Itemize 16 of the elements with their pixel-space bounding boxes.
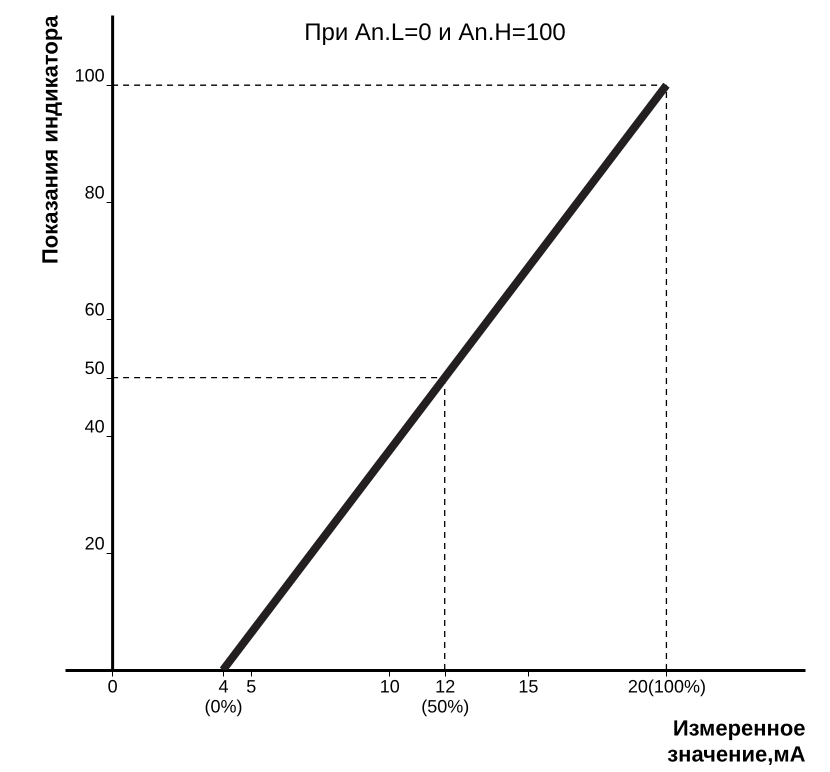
x-tick-label: 10 <box>380 676 400 696</box>
y-axis-title: Показания индикатора <box>38 14 63 264</box>
y-tick-label: 80 <box>84 182 105 203</box>
chart-title: При An.L=0 и An.H=100 <box>304 19 566 46</box>
x-tick-label: 12 (50%) <box>421 676 470 716</box>
x-tick-label: 0 <box>108 676 118 696</box>
x-tick-label: 5 <box>246 676 256 696</box>
x-tick-label: 15 <box>518 676 538 696</box>
x-tick-label: 20(100%) <box>628 676 706 696</box>
x-tick-label: 4 (0%) <box>204 676 242 716</box>
y-tick-label: 100 <box>74 66 105 86</box>
x-axis-title: Измеренное значение,мА <box>667 716 806 766</box>
y-tick-label: 20 <box>84 534 105 554</box>
y-tick-label: 40 <box>84 416 105 437</box>
y-tick-label: 60 <box>84 300 105 320</box>
y-tick-label: 50 <box>84 358 105 378</box>
